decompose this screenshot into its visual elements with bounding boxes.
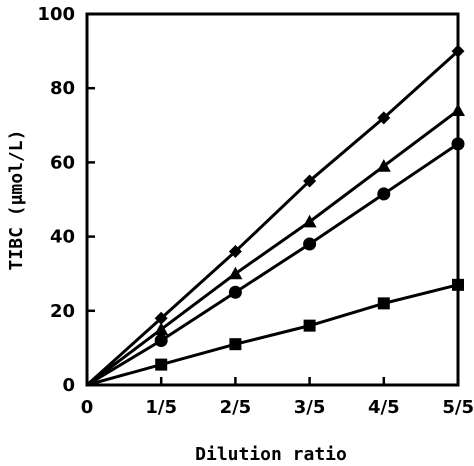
data-point-triangle (228, 266, 243, 280)
plot-frame (85, 12, 460, 387)
data-point-diamond (154, 311, 168, 325)
data-point-square (452, 278, 464, 291)
ticks: 0 20 40 60 80 100 0 1/5 2/5 3/5 4/5 5/5 (37, 4, 474, 418)
y-tick-label: 0 (62, 375, 75, 396)
data-point-triangle (451, 103, 465, 117)
y-tick-label: 40 (50, 227, 75, 248)
series-markers (154, 44, 465, 371)
data-point-circle (228, 285, 242, 299)
series-lines (85, 49, 460, 387)
data-point-square (377, 297, 390, 310)
y-tick-label: 60 (50, 152, 75, 173)
y-axis-title: TIBC (μmol/L) (6, 130, 27, 271)
y-tick-label: 20 (50, 301, 75, 322)
x-tick-label: 2/5 (220, 397, 252, 418)
data-point-circle (154, 333, 168, 347)
x-tick-label: 5/5 (442, 397, 474, 418)
data-point-diamond (303, 174, 317, 188)
series-line-diamond (85, 49, 460, 387)
x-tick-label: 0 (81, 397, 94, 418)
data-point-circle (451, 137, 465, 151)
data-point-square (303, 319, 316, 332)
y-tick-label: 80 (50, 78, 75, 99)
series-line-square (86, 283, 459, 387)
series-line-triangle (86, 109, 459, 387)
x-tick-label: 4/5 (368, 397, 400, 418)
data-point-square (155, 358, 168, 371)
x-tick-label: 3/5 (294, 397, 326, 418)
axes (85, 12, 460, 387)
data-point-diamond (451, 44, 465, 58)
data-point-triangle (302, 214, 317, 228)
data-point-triangle (154, 322, 169, 335)
x-axis-title: Dilution ratio (195, 444, 347, 465)
data-point-circle (303, 237, 317, 251)
data-point-triangle (376, 159, 391, 172)
y-tick-label: 100 (37, 4, 75, 25)
data-point-diamond (377, 111, 391, 125)
data-point-square (229, 338, 242, 351)
series-line-circle (86, 142, 459, 387)
data-point-circle (377, 187, 391, 201)
x-tick-label: 1/5 (145, 397, 177, 418)
data-point-diamond (228, 244, 242, 258)
